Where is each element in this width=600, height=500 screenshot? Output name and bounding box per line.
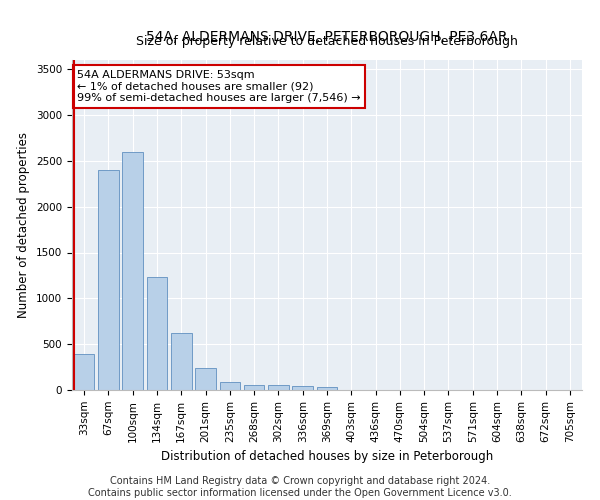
Bar: [220, 382, 240, 390]
Text: 54A ALDERMANS DRIVE: 53sqm
← 1% of detached houses are smaller (92)
99% of semi-: 54A ALDERMANS DRIVE: 53sqm ← 1% of detac…: [77, 70, 361, 103]
Bar: [244, 384, 265, 390]
Title: 54A, ALDERMANS DRIVE, PETERBOROUGH, PE3 6AR: 54A, ALDERMANS DRIVE, PETERBOROUGH, PE3 …: [146, 30, 508, 44]
Text: Size of property relative to detached houses in Peterborough: Size of property relative to detached ho…: [136, 34, 518, 48]
Bar: [74, 354, 94, 390]
Bar: [292, 386, 313, 390]
Text: Contains HM Land Registry data © Crown copyright and database right 2024.
Contai: Contains HM Land Registry data © Crown c…: [88, 476, 512, 498]
Bar: [146, 277, 167, 390]
Bar: [122, 152, 143, 390]
Bar: [195, 368, 216, 390]
Bar: [171, 333, 191, 390]
Bar: [98, 170, 119, 390]
Bar: [317, 387, 337, 390]
Y-axis label: Number of detached properties: Number of detached properties: [17, 132, 31, 318]
Bar: [268, 385, 289, 390]
X-axis label: Distribution of detached houses by size in Peterborough: Distribution of detached houses by size …: [161, 450, 493, 463]
